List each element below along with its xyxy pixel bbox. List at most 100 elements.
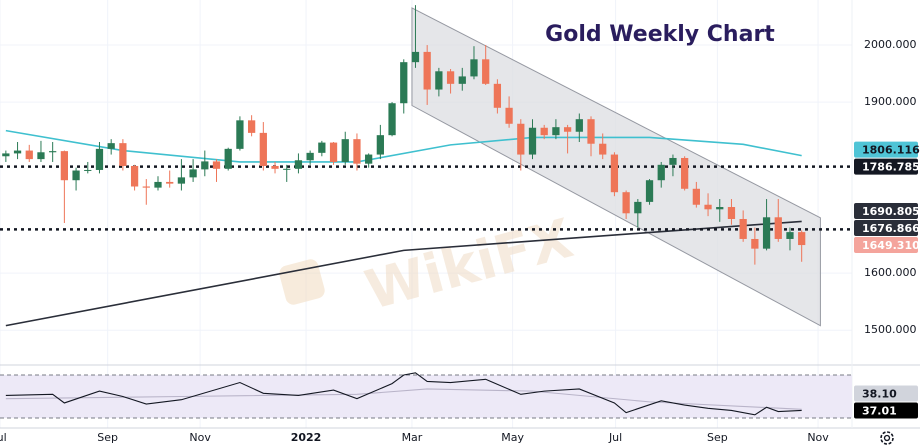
candle-body (25, 150, 33, 160)
candle-body (119, 143, 127, 166)
marker-layer: 1649.310 1676.866 1690.805 1786.785 1806.116… (854, 141, 920, 419)
candle-body (575, 119, 583, 132)
candle-body (446, 71, 455, 84)
candle-body (212, 161, 221, 169)
axis-layer: Jul Sep Nov 2022 Mar May Jul Sep Nov 2000.000 1900… (0, 38, 917, 444)
moving-average (5, 129, 802, 163)
candle-body (247, 120, 256, 133)
candle-body (692, 188, 700, 205)
candle-body (84, 169, 92, 171)
candle-body (294, 160, 303, 169)
chart-title: Gold Weekly Chart (545, 22, 775, 47)
candle-body (739, 219, 747, 239)
price-marker (854, 385, 918, 402)
candle-body (622, 192, 630, 214)
gear-outer[interactable] (880, 431, 894, 445)
candle-body (283, 168, 291, 170)
x-tick-label: Sep (97, 431, 118, 444)
line-layer (0, 129, 852, 327)
price-marker-label: 1806.116 (862, 144, 920, 157)
x-tick-label: Nov (189, 431, 211, 444)
moving-average (5, 220, 802, 327)
candle-body (423, 51, 431, 90)
x-tick-label: May (501, 431, 524, 444)
candle-body (774, 217, 782, 239)
price-marker-label: 1786.785 (862, 161, 920, 174)
candle-body (563, 127, 572, 132)
price-marker (854, 402, 918, 419)
candle-body (107, 143, 115, 149)
candle-body (751, 238, 759, 249)
candle-body (236, 120, 244, 149)
candle-layer (2, 5, 806, 265)
candle-body (411, 51, 420, 63)
candle-body (60, 151, 68, 181)
candle-body (353, 139, 361, 164)
candle-body (49, 151, 57, 153)
candle-body (400, 62, 408, 104)
price-marker-label: 1690.805 (862, 205, 920, 218)
candle-body (13, 150, 22, 154)
candle-body (645, 180, 654, 202)
y-tick-label: 1900.000 (864, 95, 917, 108)
candle-body (259, 132, 267, 166)
candle-body (318, 142, 326, 153)
settings-icon[interactable] (880, 431, 894, 445)
candle-body (505, 107, 513, 124)
price-marker (854, 220, 918, 237)
candle-body (493, 83, 502, 108)
candle-body (540, 127, 548, 136)
price-marker-label: 37.01 (862, 404, 897, 417)
x-tick-label: 2022 (291, 431, 322, 444)
candle-body (517, 123, 525, 155)
watermark-logo (279, 259, 325, 305)
candle-body (716, 207, 724, 210)
candle-body (72, 170, 80, 181)
candle-body (727, 207, 736, 219)
rsi-line (5, 372, 802, 416)
x-tick-label: Mar (402, 431, 423, 444)
candle-body (130, 165, 139, 187)
candle-body (189, 169, 197, 178)
rsi-band (0, 374, 852, 419)
x-tick-label: Jul (608, 431, 622, 444)
candle-body (610, 154, 619, 193)
candle-body (762, 217, 771, 249)
candle-body (388, 103, 396, 136)
rsi-layer (0, 372, 852, 419)
candle-body (95, 148, 104, 170)
candle-body (37, 152, 45, 160)
y-tick-label: 2000.000 (864, 38, 917, 51)
candle-body (365, 154, 373, 164)
candle-body (669, 157, 677, 165)
y-tick-label: 1600.000 (864, 266, 917, 279)
candle-body (704, 204, 712, 210)
x-tick-label: Jul (0, 431, 7, 444)
x-tick-label: Sep (707, 431, 728, 444)
candle-body (154, 181, 162, 188)
candle-body (786, 232, 794, 239)
candle-body (2, 153, 10, 157)
candle-body (166, 181, 174, 184)
price-marker (854, 158, 918, 175)
candle-body (341, 139, 349, 162)
candle-body (458, 76, 466, 84)
candle-body (376, 135, 384, 155)
candle-body (587, 119, 595, 144)
price-marker (854, 237, 918, 254)
rsi-line (5, 388, 802, 410)
candle-body (528, 127, 537, 155)
candle-body (329, 142, 338, 162)
y-tick-label: 1500.000 (864, 323, 917, 336)
candle-body (657, 164, 665, 181)
gear-inner[interactable] (883, 434, 891, 442)
x-tick-label: Nov (807, 431, 829, 444)
candle-body (634, 201, 642, 214)
candle-body (142, 186, 150, 188)
price-marker-label: 1676.866 (862, 222, 920, 235)
candle-body (201, 161, 209, 170)
candle-body (470, 59, 478, 77)
price-marker-label: 1649.310 (862, 239, 920, 252)
price-marker (854, 203, 918, 220)
